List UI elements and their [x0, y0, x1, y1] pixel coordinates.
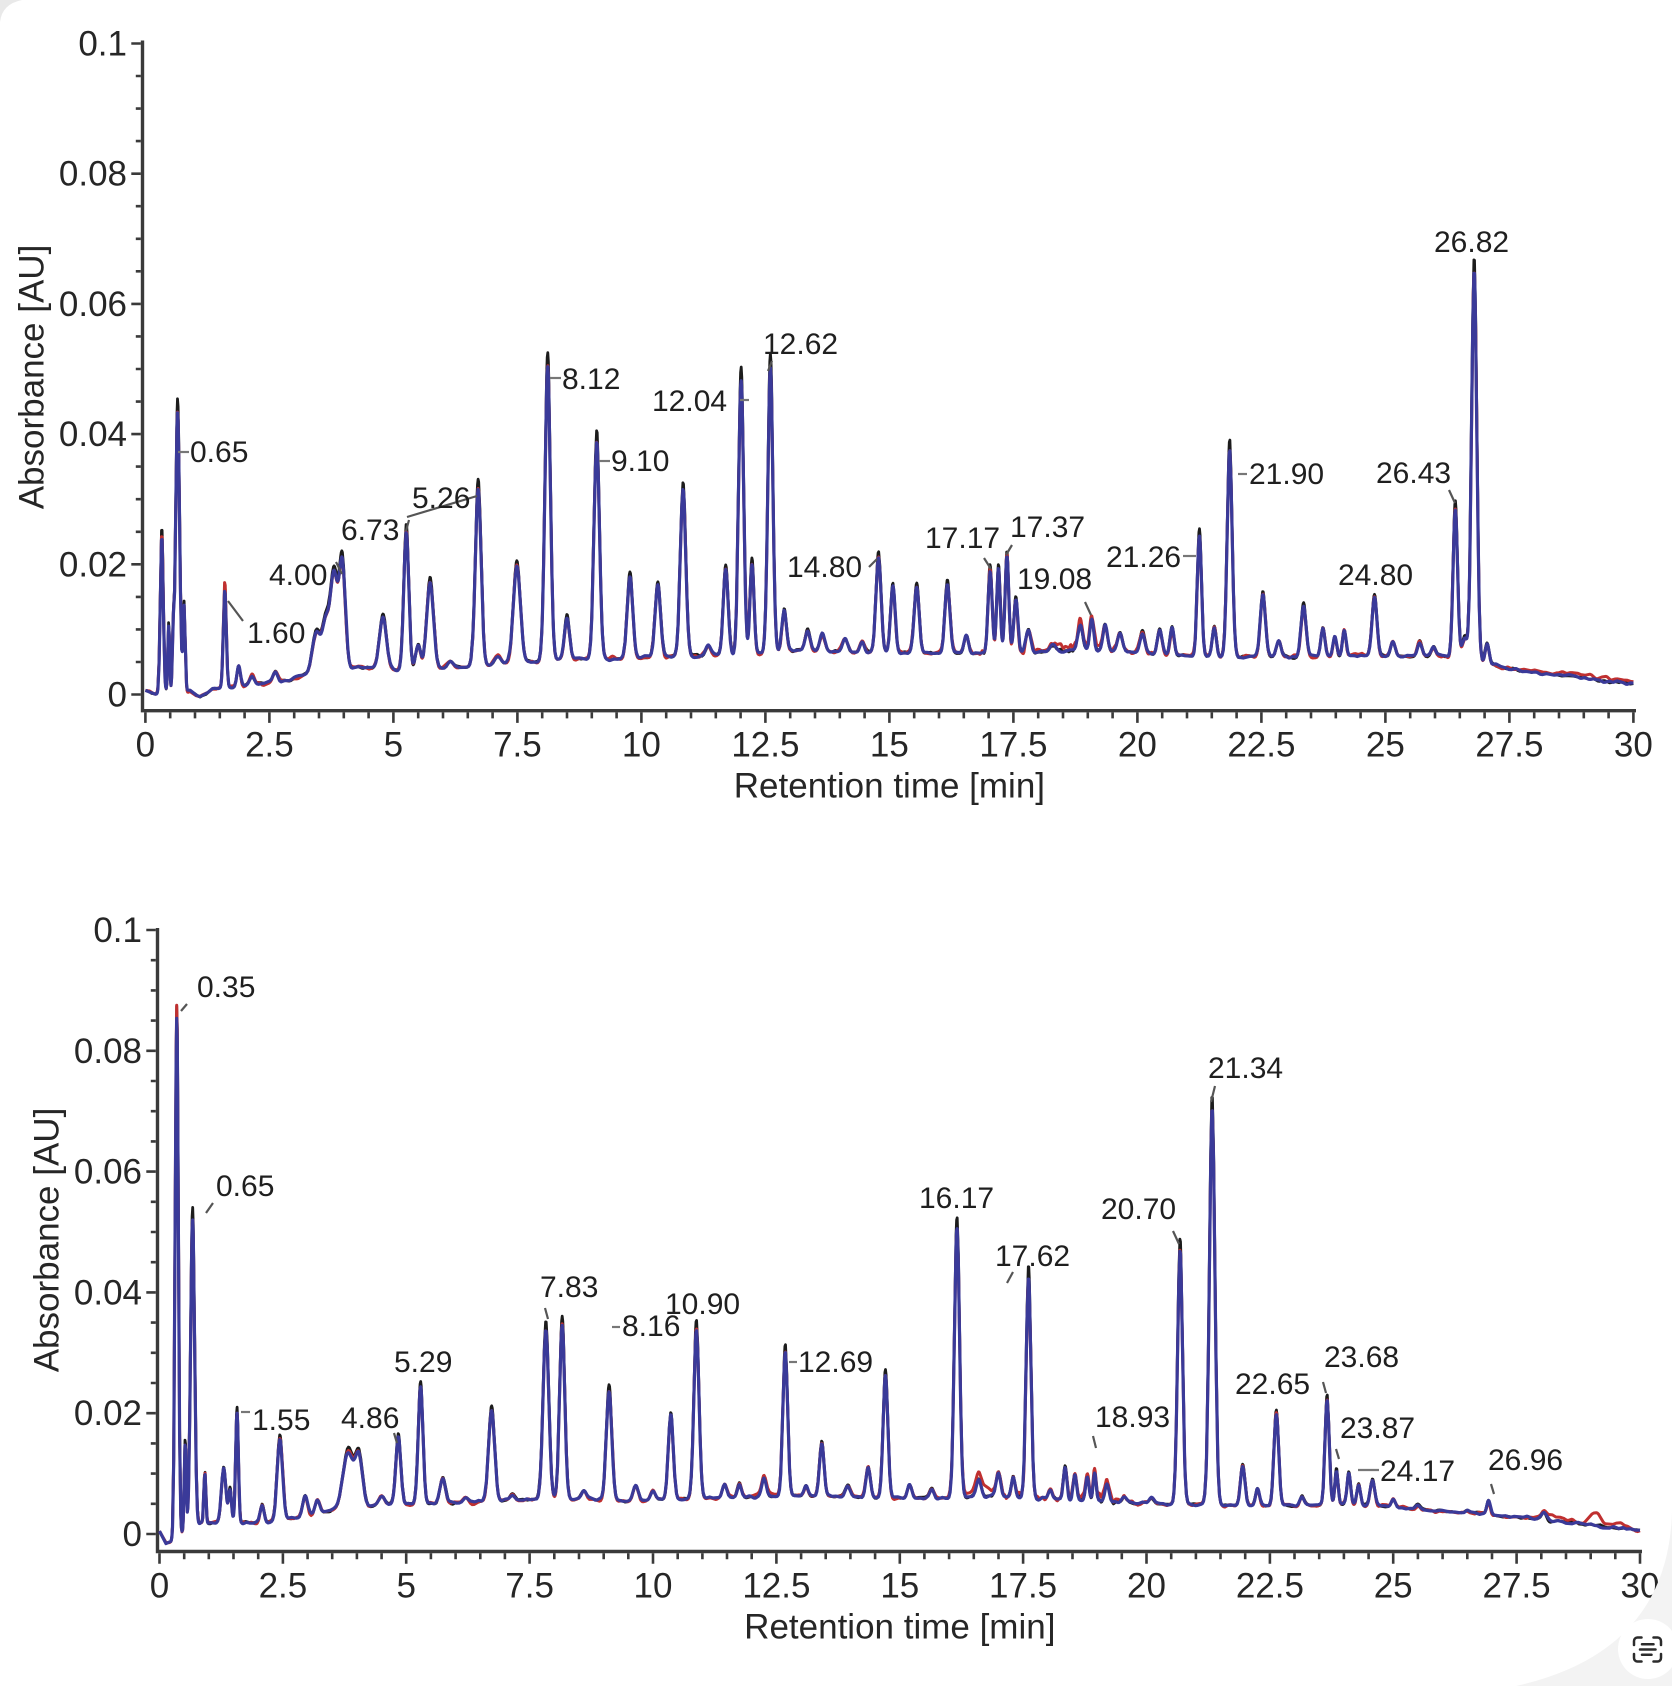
svg-text:10: 10 [634, 1567, 673, 1606]
svg-text:26.43: 26.43 [1376, 457, 1451, 490]
svg-text:27.5: 27.5 [1483, 1567, 1551, 1606]
svg-text:26.96: 26.96 [1488, 1444, 1563, 1477]
svg-text:Absorbance [AU]: Absorbance [AU] [13, 245, 52, 510]
svg-text:8.16: 8.16 [622, 1310, 680, 1343]
svg-text:17.17: 17.17 [925, 522, 1000, 555]
svg-text:0.65: 0.65 [190, 436, 248, 469]
svg-text:17.5: 17.5 [989, 1567, 1057, 1606]
svg-text:12.62: 12.62 [763, 328, 838, 361]
svg-text:1.55: 1.55 [252, 1404, 310, 1437]
svg-text:2.5: 2.5 [259, 1567, 308, 1606]
svg-text:0.04: 0.04 [59, 415, 127, 454]
svg-text:17.37: 17.37 [1010, 511, 1085, 544]
svg-text:12.04: 12.04 [652, 385, 727, 418]
svg-text:Retention time [min]: Retention time [min] [744, 1608, 1055, 1647]
svg-text:Absorbance [AU]: Absorbance [AU] [28, 1108, 67, 1373]
svg-text:10.90: 10.90 [665, 1288, 740, 1321]
svg-text:0: 0 [108, 676, 127, 715]
svg-text:24.80: 24.80 [1338, 559, 1413, 592]
svg-text:21.26: 21.26 [1106, 541, 1181, 574]
svg-text:0.06: 0.06 [59, 285, 127, 324]
svg-text:7.5: 7.5 [493, 726, 542, 765]
svg-text:25: 25 [1366, 726, 1405, 765]
svg-text:19.08: 19.08 [1017, 563, 1092, 596]
svg-text:12.5: 12.5 [731, 726, 799, 765]
svg-text:20: 20 [1118, 726, 1157, 765]
svg-text:7.5: 7.5 [505, 1567, 554, 1606]
svg-text:26.82: 26.82 [1434, 226, 1509, 259]
svg-text:0.06: 0.06 [74, 1153, 142, 1192]
svg-text:15: 15 [880, 1567, 919, 1606]
svg-text:14.80: 14.80 [787, 551, 862, 584]
svg-text:22.65: 22.65 [1235, 1368, 1310, 1401]
svg-text:15: 15 [870, 726, 909, 765]
svg-text:22.5: 22.5 [1227, 726, 1295, 765]
svg-text:0.65: 0.65 [216, 1170, 274, 1203]
svg-text:0.1: 0.1 [78, 25, 127, 64]
svg-text:9.10: 9.10 [611, 445, 669, 478]
svg-text:5: 5 [384, 726, 403, 765]
svg-text:0.1: 0.1 [93, 911, 142, 950]
svg-text:22.5: 22.5 [1236, 1567, 1304, 1606]
svg-text:7.83: 7.83 [540, 1271, 598, 1304]
svg-text:0.35: 0.35 [197, 971, 255, 1004]
svg-text:20.70: 20.70 [1101, 1193, 1176, 1226]
svg-text:12.69: 12.69 [798, 1346, 873, 1379]
svg-text:23.87: 23.87 [1340, 1412, 1415, 1445]
svg-text:8.12: 8.12 [562, 363, 620, 396]
svg-text:6.73: 6.73 [341, 514, 399, 547]
svg-text:20: 20 [1127, 1567, 1166, 1606]
svg-text:10: 10 [622, 726, 661, 765]
svg-text:23.68: 23.68 [1324, 1341, 1399, 1374]
svg-text:17.5: 17.5 [979, 726, 1047, 765]
svg-text:18.93: 18.93 [1095, 1401, 1170, 1434]
svg-text:0.02: 0.02 [74, 1394, 142, 1433]
svg-text:Retention time [min]: Retention time [min] [734, 767, 1045, 806]
svg-text:0.08: 0.08 [59, 155, 127, 194]
svg-text:5.26: 5.26 [412, 482, 470, 515]
svg-text:25: 25 [1374, 1567, 1413, 1606]
svg-text:5: 5 [396, 1567, 415, 1606]
svg-text:0.04: 0.04 [74, 1273, 142, 1312]
svg-text:0: 0 [136, 726, 155, 765]
svg-text:5.29: 5.29 [394, 1346, 452, 1379]
svg-text:4.86: 4.86 [341, 1402, 399, 1435]
svg-text:16.17: 16.17 [919, 1182, 994, 1215]
svg-text:17.62: 17.62 [995, 1240, 1070, 1273]
svg-text:12.5: 12.5 [742, 1567, 810, 1606]
svg-text:21.34: 21.34 [1208, 1052, 1283, 1085]
svg-text:24.17: 24.17 [1380, 1455, 1455, 1488]
svg-text:0: 0 [150, 1567, 169, 1606]
svg-text:0: 0 [123, 1515, 142, 1554]
svg-text:0.08: 0.08 [74, 1032, 142, 1071]
svg-text:27.5: 27.5 [1475, 726, 1543, 765]
svg-text:30: 30 [1614, 726, 1653, 765]
svg-text:0.02: 0.02 [59, 545, 127, 584]
svg-text:2.5: 2.5 [245, 726, 294, 765]
svg-text:4.00: 4.00 [269, 559, 327, 592]
svg-text:1.60: 1.60 [247, 617, 305, 650]
svg-text:21.90: 21.90 [1249, 458, 1324, 491]
